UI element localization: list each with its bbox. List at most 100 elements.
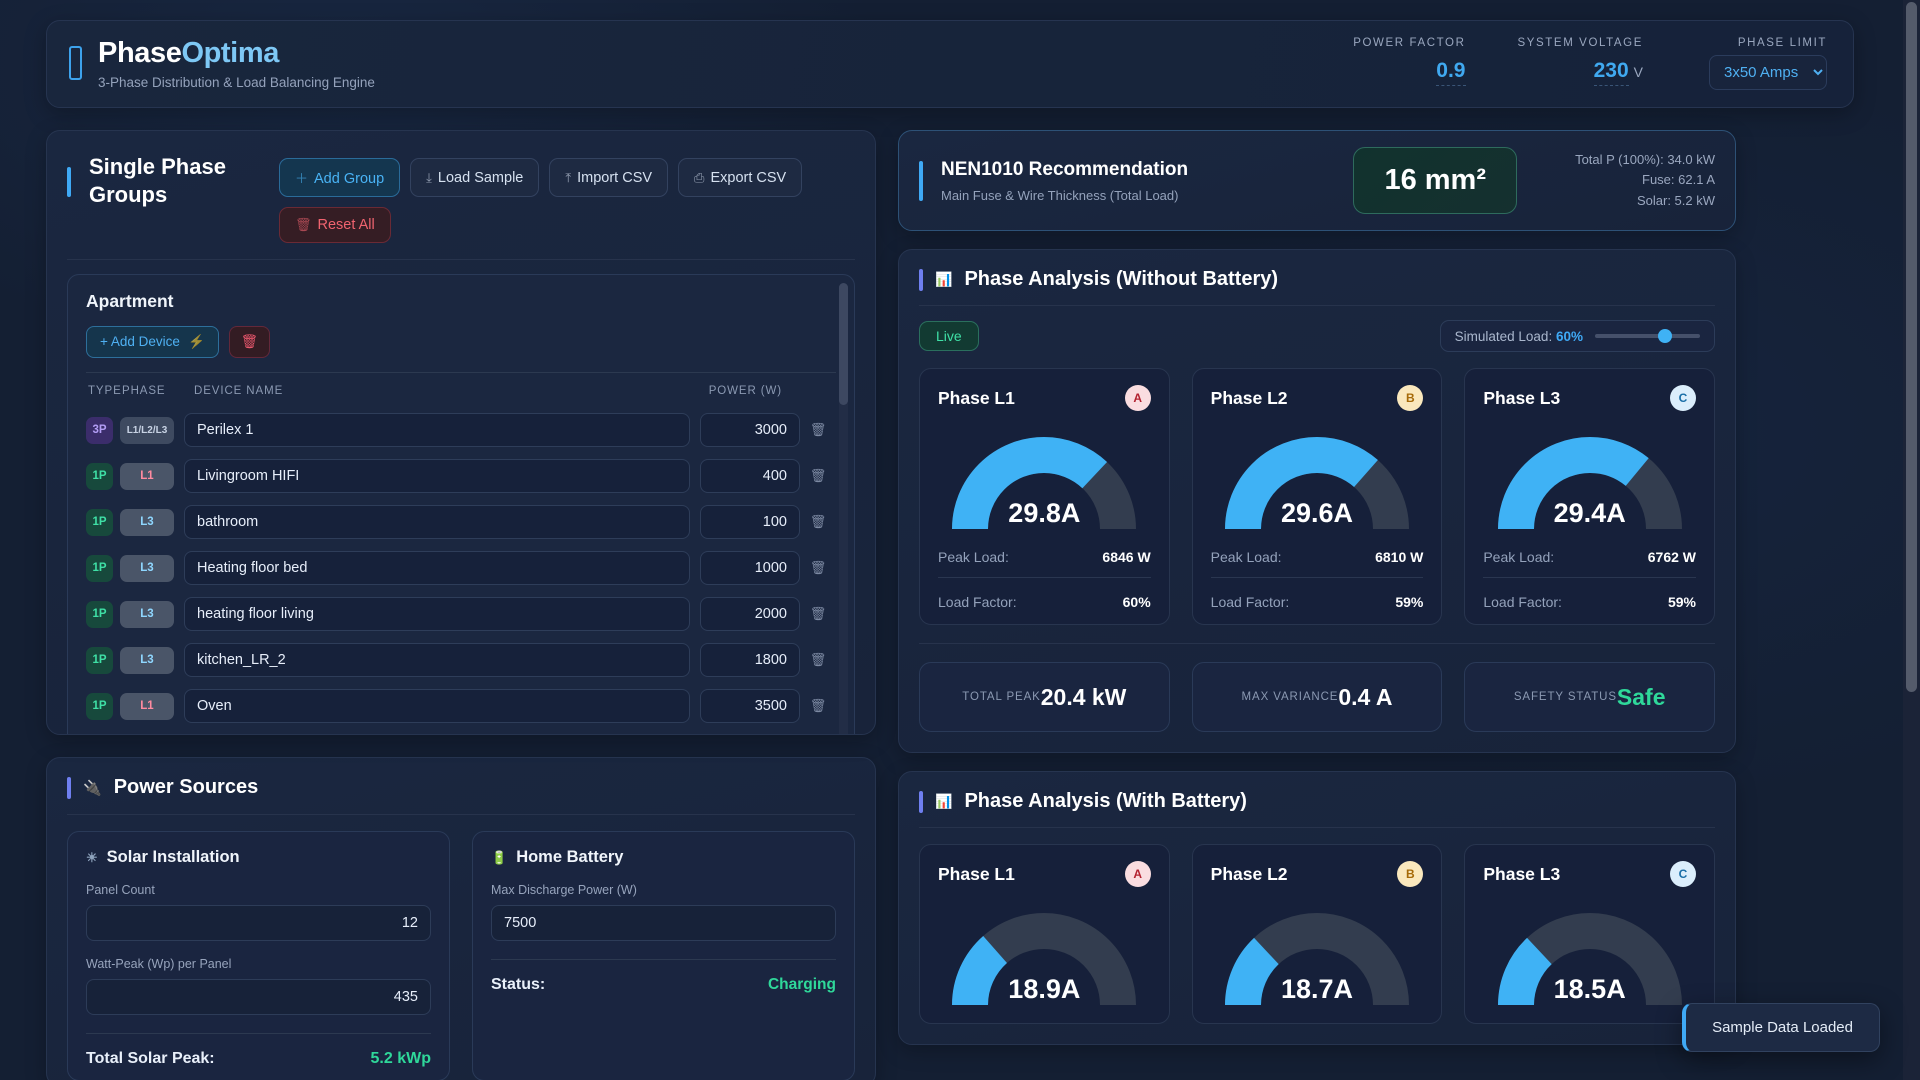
device-type-badge: 1P	[86, 554, 113, 582]
delete-device-icon[interactable]: 🗑	[809, 422, 827, 437]
device-name-input[interactable]	[184, 413, 690, 447]
gauge-current-value: 18.5A	[1553, 974, 1626, 1004]
phase-chip: B	[1397, 385, 1424, 411]
simulated-load-slider[interactable]	[1595, 328, 1700, 344]
metric-label: SYSTEM VOLTAGE	[1517, 36, 1643, 49]
gauge-arc	[952, 437, 1137, 530]
add-device-button[interactable]: + Add Device ⚡	[86, 326, 219, 358]
gauge-arc	[1225, 437, 1409, 530]
save-icon: ⎙	[694, 169, 705, 185]
current-gauge: 18.9A	[943, 905, 1145, 1009]
load-factor-label: Load Factor:	[1483, 594, 1562, 610]
device-power-input[interactable]	[700, 551, 800, 585]
device-list-scrollbar[interactable]	[839, 283, 848, 734]
scrollbar-thumb[interactable]	[1906, 2, 1917, 692]
delete-group-button[interactable]: 🗑	[228, 326, 270, 358]
scrollbar-thumb[interactable]	[839, 283, 848, 405]
panel-accent-bar	[67, 776, 71, 799]
panel-accent-bar	[919, 268, 923, 291]
watt-peak-label: Watt-Peak (Wp) per Panel	[86, 957, 232, 971]
power-sources-title: Power Sources	[113, 776, 259, 798]
device-power-input[interactable]	[700, 505, 800, 539]
load-sample-label: Load Sample	[437, 169, 524, 186]
peak-load-label: Peak Load:	[938, 549, 1009, 565]
panel-count-input[interactable]	[86, 905, 431, 941]
bolt-icon	[69, 46, 82, 80]
summary-value: Safe	[1616, 683, 1666, 710]
simulated-load-value: 60%	[1555, 328, 1583, 344]
phase-gauge-card: Phase L1 A 18.9A	[919, 844, 1170, 1024]
load-sample-button[interactable]: ⤓ Load Sample	[410, 158, 540, 197]
device-phase-badge[interactable]: L3	[120, 508, 174, 536]
gauge-current-value: 18.7A	[1280, 974, 1354, 1004]
delete-device-icon[interactable]: 🗑	[809, 514, 827, 529]
watt-peak-input[interactable]	[86, 979, 431, 1015]
system-voltage-value[interactable]: 230	[1593, 59, 1629, 86]
device-name-input[interactable]	[184, 505, 690, 539]
toast-message: Sample Data Loaded	[1712, 1019, 1853, 1036]
device-phase-badge[interactable]: L3	[120, 600, 174, 628]
metric-phase-limit: PHASE LIMIT 3x25 Amps3x35 Amps3x50 Amps3…	[1695, 37, 1827, 90]
device-phase-badge[interactable]: L3	[120, 646, 174, 674]
gauge-arc	[1497, 437, 1682, 530]
panel-accent-bar	[67, 167, 71, 197]
device-phase-badge[interactable]: L1/L2/L3	[120, 416, 174, 444]
panel-divider	[919, 305, 1715, 306]
reset-all-label: Reset All	[317, 217, 375, 233]
device-name-input[interactable]	[184, 551, 690, 585]
device-power-input[interactable]	[700, 689, 800, 723]
live-badge[interactable]: Live	[919, 321, 979, 351]
delete-device-icon[interactable]: 🗑	[809, 606, 827, 621]
bolt-icon: ⚡	[187, 334, 205, 349]
device-power-input[interactable]	[700, 459, 800, 493]
device-phase-badge[interactable]: L1	[120, 462, 174, 490]
add-group-button[interactable]: ＋ Add Group	[279, 158, 401, 197]
fuse-line: Fuse: 62.1 A	[1642, 172, 1715, 188]
load-factor-label: Load Factor:	[1210, 594, 1290, 610]
column-phase: PHASE	[122, 385, 166, 397]
metric-system-voltage: SYSTEM VOLTAGE 230 V	[1517, 36, 1643, 86]
reset-all-button[interactable]: 🗑 Reset All	[279, 207, 391, 243]
device-power-input[interactable]	[700, 413, 800, 447]
device-name-input[interactable]	[184, 643, 690, 677]
delete-device-icon[interactable]: 🗑	[809, 468, 827, 483]
device-name-input[interactable]	[184, 689, 690, 723]
export-csv-button[interactable]: ⎙ Export CSV	[678, 158, 803, 197]
max-discharge-input[interactable]	[491, 905, 836, 941]
slider-knob[interactable]	[1658, 329, 1672, 343]
sun-icon: ☀	[86, 849, 98, 865]
device-name-input[interactable]	[184, 597, 690, 631]
phase-gauge-card: Phase L3 C 18.5A	[1464, 844, 1716, 1024]
delete-device-icon[interactable]: 🗑	[809, 560, 827, 575]
phase-gauge-card: Phase L2 B 18.7A	[1191, 844, 1443, 1024]
phase-analysis-with-battery-panel: 📊 Phase Analysis (With Battery) Phase L1…	[898, 771, 1736, 1045]
phase-gauge-card: Phase L3 C 29.4A Peak Load: 6762 W Load Facto…	[1464, 368, 1716, 625]
voltage-unit: V	[1633, 63, 1643, 80]
page-scrollbar[interactable]	[1903, 0, 1920, 1080]
delete-device-icon[interactable]: 🗑	[809, 698, 827, 713]
load-factor-value: 59%	[1667, 594, 1697, 610]
gauge-current-value: 29.8A	[1008, 498, 1081, 528]
device-name-input[interactable]	[184, 459, 690, 493]
panel-accent-bar	[919, 790, 923, 813]
delete-device-icon[interactable]: 🗑	[809, 652, 827, 667]
group-card-apartment: Apartment + Add Device ⚡ 🗑 TYPE PHASE DEV…	[67, 274, 855, 734]
device-phase-badge[interactable]: L1	[120, 692, 174, 720]
device-power-input[interactable]	[700, 643, 800, 677]
import-csv-button[interactable]: ⤒ Import CSV	[549, 158, 669, 197]
current-gauge: 18.5A	[1489, 905, 1691, 1009]
slider-track	[1595, 334, 1700, 338]
phase-limit-select[interactable]: 3x25 Amps3x35 Amps3x50 Amps3x63 Amps3x80…	[1709, 54, 1827, 90]
power-factor-value[interactable]: 0.9	[1436, 59, 1466, 86]
total-solar-peak-label: Total Solar Peak:	[86, 1050, 215, 1067]
nen-subtitle: Main Fuse & Wire Thickness (Total Load)	[941, 187, 1179, 203]
summary-stat: TOTAL PEAK 20.4 kW	[919, 662, 1170, 732]
device-phase-badge[interactable]: L3	[120, 554, 174, 582]
gauge-arc	[1225, 913, 1409, 1006]
phase-gauges-without-battery: Phase L1 A 29.8A Peak Load: 6846 W Load Facto…	[919, 368, 1716, 625]
device-power-input[interactable]	[700, 597, 800, 631]
import-csv-label: Import CSV	[577, 169, 653, 186]
